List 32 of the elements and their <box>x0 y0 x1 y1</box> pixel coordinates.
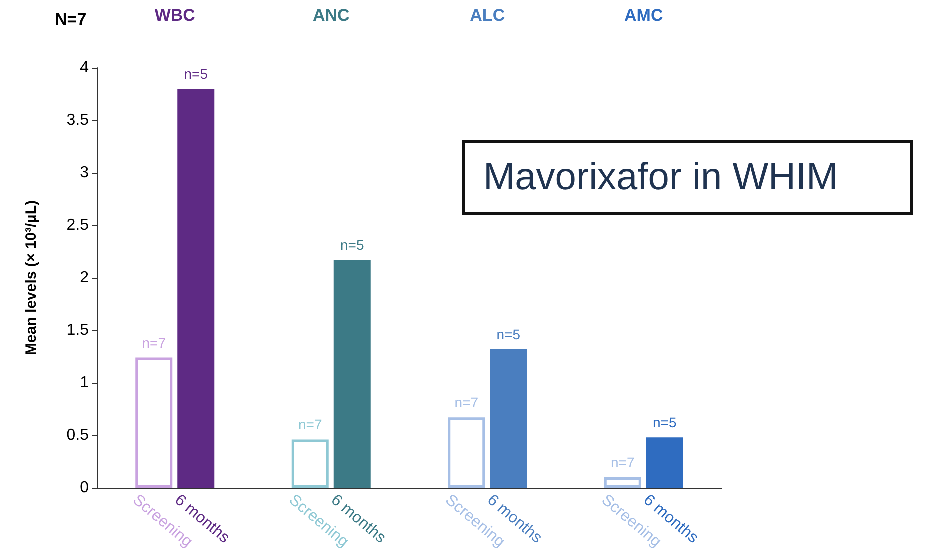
annotation: n=5 <box>340 237 364 254</box>
annotation: n=5 <box>653 414 677 431</box>
annotation: n=7 <box>454 394 479 411</box>
text: N=7 <box>55 10 87 29</box>
y-tick-label: 3.5 <box>66 112 90 129</box>
bar <box>178 89 215 488</box>
y-tick-label: 2.5 <box>66 217 90 234</box>
y-tick-label: 4 <box>80 60 90 76</box>
bar <box>604 478 642 488</box>
bar <box>490 349 528 488</box>
annotation: n=7 <box>611 454 635 470</box>
bar <box>292 440 329 488</box>
bar <box>646 438 684 488</box>
annotation: n=5 <box>496 326 521 342</box>
annotation: n=7 <box>298 416 322 433</box>
x-tick-label: ANC <box>312 6 350 25</box>
y-tick-label: 1.5 <box>66 322 90 339</box>
y-tick-label: 3 <box>80 164 90 182</box>
y-tick-label: 0.5 <box>66 427 90 444</box>
x-tick-label: ALC <box>470 6 506 25</box>
annotation: n=7 <box>142 334 166 351</box>
y-tick-label: 1 <box>80 374 90 392</box>
bar <box>334 260 371 488</box>
annotation: Mavorixafor in WHIM <box>484 156 838 198</box>
annotation: n=5 <box>184 66 208 82</box>
x-tick-label: AMC <box>624 6 664 25</box>
y-tick-label: 2 <box>80 270 90 286</box>
y-tick-label: 0 <box>80 480 90 496</box>
bar <box>136 358 173 488</box>
x-tick-label: WBC <box>154 6 196 25</box>
bar <box>448 418 486 488</box>
y-axis-title: Mean levels (× 10³/µL) <box>23 200 40 356</box>
